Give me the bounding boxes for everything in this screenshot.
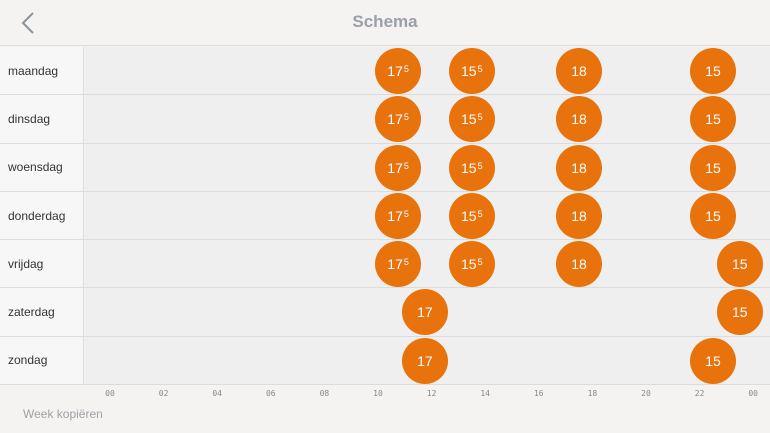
day-label: dinsdag — [0, 95, 84, 143]
axis-tick-label: 18 — [587, 389, 598, 398]
setpoint-button[interactable]: 17 5 — [375, 241, 422, 288]
setpoint-button[interactable]: 15 5 — [448, 144, 495, 191]
axis-tick-label: 08 — [319, 389, 330, 398]
day-track[interactable]: 17 15 — [85, 336, 770, 385]
setpoint-button[interactable]: 17 — [401, 289, 448, 336]
setpoint-button[interactable]: 15 — [690, 144, 736, 191]
day-row: woensdag 17 5 15 5 18 15 — [0, 143, 770, 192]
setpoint-value: 15 — [705, 207, 721, 224]
day-label: donderdag — [0, 191, 84, 240]
setpoint-value: 15 — [461, 159, 477, 176]
day-track[interactable]: 17 5 15 5 18 15 — [85, 240, 770, 288]
header: Schema — [0, 0, 770, 46]
setpoint-button[interactable]: 15 — [690, 96, 736, 143]
axis-tick-label: 04 — [212, 389, 223, 398]
setpoint-button[interactable]: 15 5 — [448, 192, 495, 239]
day-row: donderdag 17 5 15 5 18 15 — [0, 191, 770, 241]
setpoint-value: 15 — [705, 159, 721, 176]
setpoint-value: 15 — [461, 256, 477, 273]
axis-tick-label: 16 — [533, 389, 544, 398]
setpoint-decimal: 5 — [403, 64, 409, 74]
setpoint-button[interactable]: 18 — [556, 96, 602, 143]
setpoint-decimal: 5 — [477, 112, 483, 123]
setpoint-button[interactable]: 15 — [690, 337, 736, 384]
setpoint-value: 15 — [461, 111, 477, 128]
schedule-grid: maandag 17 5 15 5 18 15 dinsdag 17 5 15 5 18 15 woensd… — [0, 47, 770, 386]
setpoint-button[interactable]: 15 5 — [448, 48, 495, 94]
axis-tick-label: 06 — [265, 389, 276, 398]
page-title: Schema — [352, 12, 418, 31]
setpoint-decimal: 5 — [403, 160, 409, 171]
axis-tick-label: 00 — [105, 389, 115, 398]
setpoint-value: 17 — [387, 63, 403, 79]
setpoint-decimal: 5 — [403, 112, 409, 123]
axis-tick-label: 00 — [748, 389, 759, 398]
day-track[interactable]: 17 5 15 5 18 15 — [85, 191, 770, 240]
setpoint-value: 18 — [571, 111, 587, 128]
axis-tick-label: 20 — [641, 389, 651, 398]
setpoint-button[interactable]: 18 — [556, 48, 602, 94]
setpoint-value: 17 — [387, 159, 403, 176]
day-row: vrijdag 17 5 15 5 18 15 — [0, 240, 770, 289]
axis-tick-label: 02 — [158, 389, 169, 398]
day-row: zaterdag 17 15 — [0, 288, 770, 337]
setpoint-value: 17 — [387, 256, 403, 273]
setpoint-button[interactable]: 17 5 — [375, 96, 422, 143]
setpoint-decimal: 5 — [477, 160, 483, 171]
setpoint-value: 17 — [417, 304, 433, 321]
setpoint-value: 17 — [387, 111, 403, 128]
axis-tick-label: 10 — [373, 389, 383, 398]
setpoint-value: 15 — [705, 352, 721, 369]
setpoint-value: 17 — [387, 207, 403, 224]
setpoint-value: 15 — [461, 207, 477, 224]
setpoint-decimal: 5 — [477, 208, 483, 219]
setpoint-button[interactable]: 17 5 — [375, 144, 422, 191]
setpoint-button[interactable]: 15 5 — [448, 241, 495, 288]
axis-tick-label: 22 — [694, 389, 705, 398]
setpoint-value: 15 — [705, 111, 721, 128]
setpoint-button[interactable]: 15 5 — [448, 96, 495, 143]
chevron-left-icon[interactable] — [18, 10, 40, 36]
day-row: zondag 17 15 — [0, 336, 770, 386]
setpoint-button[interactable]: 17 — [401, 337, 448, 384]
setpoint-value: 15 — [705, 63, 721, 79]
day-label: zaterdag — [0, 288, 84, 336]
setpoint-value: 17 — [417, 352, 433, 369]
setpoint-button[interactable]: 15 — [716, 241, 763, 288]
setpoint-button[interactable]: 18 — [556, 144, 602, 191]
setpoint-value: 18 — [571, 207, 587, 224]
setpoint-button[interactable]: 15 — [690, 48, 736, 94]
day-label: maandag — [0, 47, 84, 95]
setpoint-value: 15 — [732, 304, 748, 321]
day-row: dinsdag 17 5 15 5 18 15 — [0, 95, 770, 144]
setpoint-button[interactable]: 17 5 — [375, 192, 422, 239]
setpoint-value: 15 — [732, 256, 748, 273]
day-label: vrijdag — [0, 240, 84, 288]
copy-week-button[interactable]: Week kopiëren — [23, 407, 103, 421]
setpoint-value: 18 — [571, 159, 587, 176]
setpoint-decimal: 5 — [477, 257, 483, 268]
setpoint-button[interactable]: 17 5 — [375, 48, 422, 94]
axis-tick-label: 12 — [426, 389, 437, 398]
setpoint-button[interactable]: 15 — [716, 289, 763, 336]
day-track[interactable]: 17 5 15 5 18 15 — [85, 95, 770, 143]
setpoint-decimal: 5 — [403, 208, 409, 219]
setpoint-value: 18 — [571, 256, 587, 273]
setpoint-decimal: 5 — [477, 64, 483, 74]
day-row: maandag 17 5 15 5 18 15 — [0, 47, 770, 96]
day-label: woensdag — [0, 143, 84, 191]
setpoint-button[interactable]: 18 — [556, 241, 602, 288]
day-track[interactable]: 17 15 — [85, 288, 770, 336]
time-axis: 00 02 04 06 08 10 12 14 16 18 20 22 00 — [0, 389, 770, 401]
setpoint-value: 18 — [571, 63, 587, 79]
axis-tick-label: 14 — [480, 389, 491, 398]
day-track[interactable]: 17 5 15 5 18 15 — [85, 143, 770, 191]
day-track[interactable]: 17 5 15 5 18 15 — [85, 47, 770, 95]
setpoint-button[interactable]: 18 — [556, 192, 602, 239]
setpoint-value: 15 — [461, 63, 477, 79]
setpoint-decimal: 5 — [403, 257, 409, 268]
setpoint-button[interactable]: 15 — [690, 192, 736, 239]
day-label: zondag — [0, 336, 84, 385]
